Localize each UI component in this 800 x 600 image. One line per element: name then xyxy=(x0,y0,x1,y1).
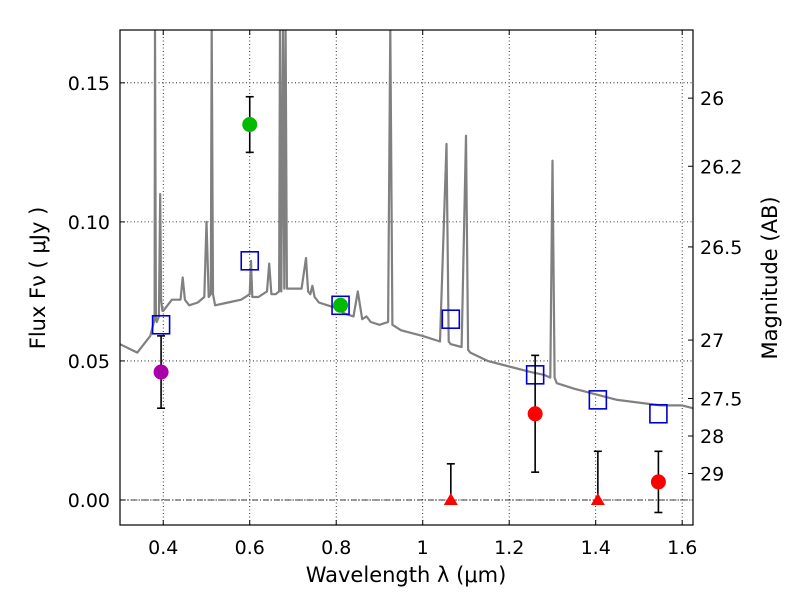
data-point xyxy=(153,364,169,380)
magnitude-tick-label: 29 xyxy=(700,464,724,486)
data-point xyxy=(333,297,349,313)
x-tick-label: 0.8 xyxy=(321,537,351,559)
magnitude-tick-label: 27 xyxy=(700,330,724,352)
x-tick-label: 1.6 xyxy=(667,537,697,559)
magnitude-tick-label: 28 xyxy=(700,426,724,448)
plot-area xyxy=(120,30,693,410)
upper-limit-triangle xyxy=(443,492,458,505)
magnitude-tick-label: 26.5 xyxy=(700,237,742,259)
model-square-marker xyxy=(588,390,608,410)
model-square-marker xyxy=(649,403,668,424)
x-tick-label: 1.2 xyxy=(494,537,524,559)
x-tick-label: 0.4 xyxy=(148,537,178,559)
model-square-marker xyxy=(441,309,461,330)
model-square-marker xyxy=(240,251,260,271)
y-tick-label: 0.10 xyxy=(68,212,110,234)
x-tick-label: 1.4 xyxy=(581,537,611,559)
x-tick-label: 0.6 xyxy=(235,537,265,559)
y-tick-label: 0.00 xyxy=(68,490,110,512)
x-axis-title: Wavelength λ (μm) xyxy=(306,563,507,587)
markers xyxy=(151,95,668,514)
y-tick-label: 0.05 xyxy=(68,351,110,373)
upper-limit-triangle xyxy=(590,492,605,505)
magnitude-tick-label: 26.2 xyxy=(700,156,742,178)
spectrum-line xyxy=(120,30,693,410)
y-axis-title-right: Magnitude (AB) xyxy=(758,196,782,359)
data-point xyxy=(242,117,258,133)
magnitude-tick-label: 27.5 xyxy=(700,388,742,410)
data-point xyxy=(650,474,666,490)
magnitude-tick-label: 26 xyxy=(700,88,724,110)
x-tick-label: 1 xyxy=(417,537,429,559)
plot-frame xyxy=(119,29,694,526)
model-square-marker xyxy=(151,314,171,335)
data-point xyxy=(527,406,543,422)
axis-ticks: 0.4 0.6 0.8 1 1.2 1.4 1.6 0.00 0.05 0.10 0.15 26 26.… xyxy=(68,30,742,559)
y-tick-label: 0.15 xyxy=(68,73,110,95)
y-axis-title-left: Flux Fν ( μJy ) xyxy=(26,207,50,350)
model-square-marker xyxy=(331,295,350,316)
